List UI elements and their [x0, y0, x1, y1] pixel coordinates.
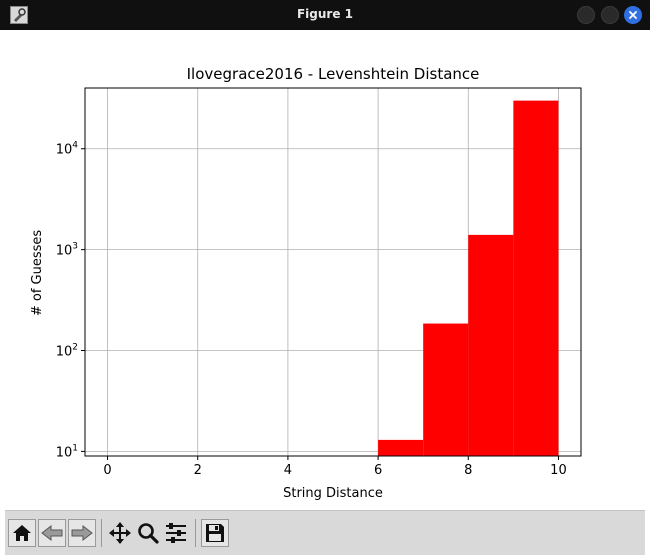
toolbar-separator — [101, 519, 102, 547]
floppy-disk-icon — [206, 524, 224, 542]
arrow-left-icon — [41, 524, 63, 542]
axes-frame — [84, 87, 582, 457]
home-icon — [13, 525, 31, 541]
toolbar-separator — [195, 519, 196, 547]
configure-subplots-button[interactable] — [162, 519, 190, 547]
move-icon — [109, 522, 131, 544]
y-axis-label: # of Guesses — [30, 230, 45, 317]
arrow-right-icon — [71, 524, 93, 542]
minimize-button[interactable] — [577, 6, 595, 24]
magnifier-icon — [138, 523, 159, 544]
bars — [378, 100, 559, 457]
x-tick-label: 4 — [284, 463, 292, 478]
maximize-button[interactable] — [601, 6, 619, 24]
y-tick-label: 103 — [56, 242, 78, 259]
pan-button[interactable] — [106, 519, 134, 547]
histogram-chart: Ilovegrace2016 - Levenshtein Distance 0 2… — [30, 65, 582, 501]
y-tick-label: 104 — [56, 141, 79, 158]
histogram-bar — [378, 439, 424, 456]
forward-button[interactable] — [68, 519, 96, 547]
x-tick-label: 6 — [374, 463, 382, 478]
close-button[interactable] — [624, 6, 642, 24]
app-icon — [10, 6, 28, 24]
window-title: Figure 1 — [296, 7, 354, 21]
title-bar[interactable]: Figure 1 — [0, 0, 650, 30]
histogram-bar — [423, 323, 469, 456]
y-axis-ticks: 101 102 103 104 — [56, 141, 85, 460]
plot-canvas[interactable]: Ilovegrace2016 - Levenshtein Distance 0 2… — [5, 30, 645, 510]
x-tick-label: 8 — [464, 463, 472, 478]
back-button[interactable] — [38, 519, 66, 547]
close-icon — [629, 11, 637, 19]
x-axis-label: String Distance — [283, 486, 383, 501]
y-tick-label: 102 — [56, 343, 78, 360]
histogram-bar — [513, 100, 559, 457]
chart-title: Ilovegrace2016 - Levenshtein Distance — [187, 65, 480, 83]
x-tick-label: 0 — [103, 463, 111, 478]
zoom-button[interactable] — [134, 519, 162, 547]
save-button[interactable] — [201, 519, 229, 547]
x-tick-label: 10 — [550, 463, 567, 478]
sliders-icon — [166, 523, 186, 543]
navigation-toolbar — [5, 510, 645, 555]
y-tick-label: 101 — [56, 443, 78, 460]
home-button[interactable] — [8, 519, 36, 547]
x-axis-ticks: 0 2 4 6 8 10 — [103, 456, 567, 478]
histogram-bar — [468, 234, 514, 456]
x-tick-label: 2 — [194, 463, 202, 478]
